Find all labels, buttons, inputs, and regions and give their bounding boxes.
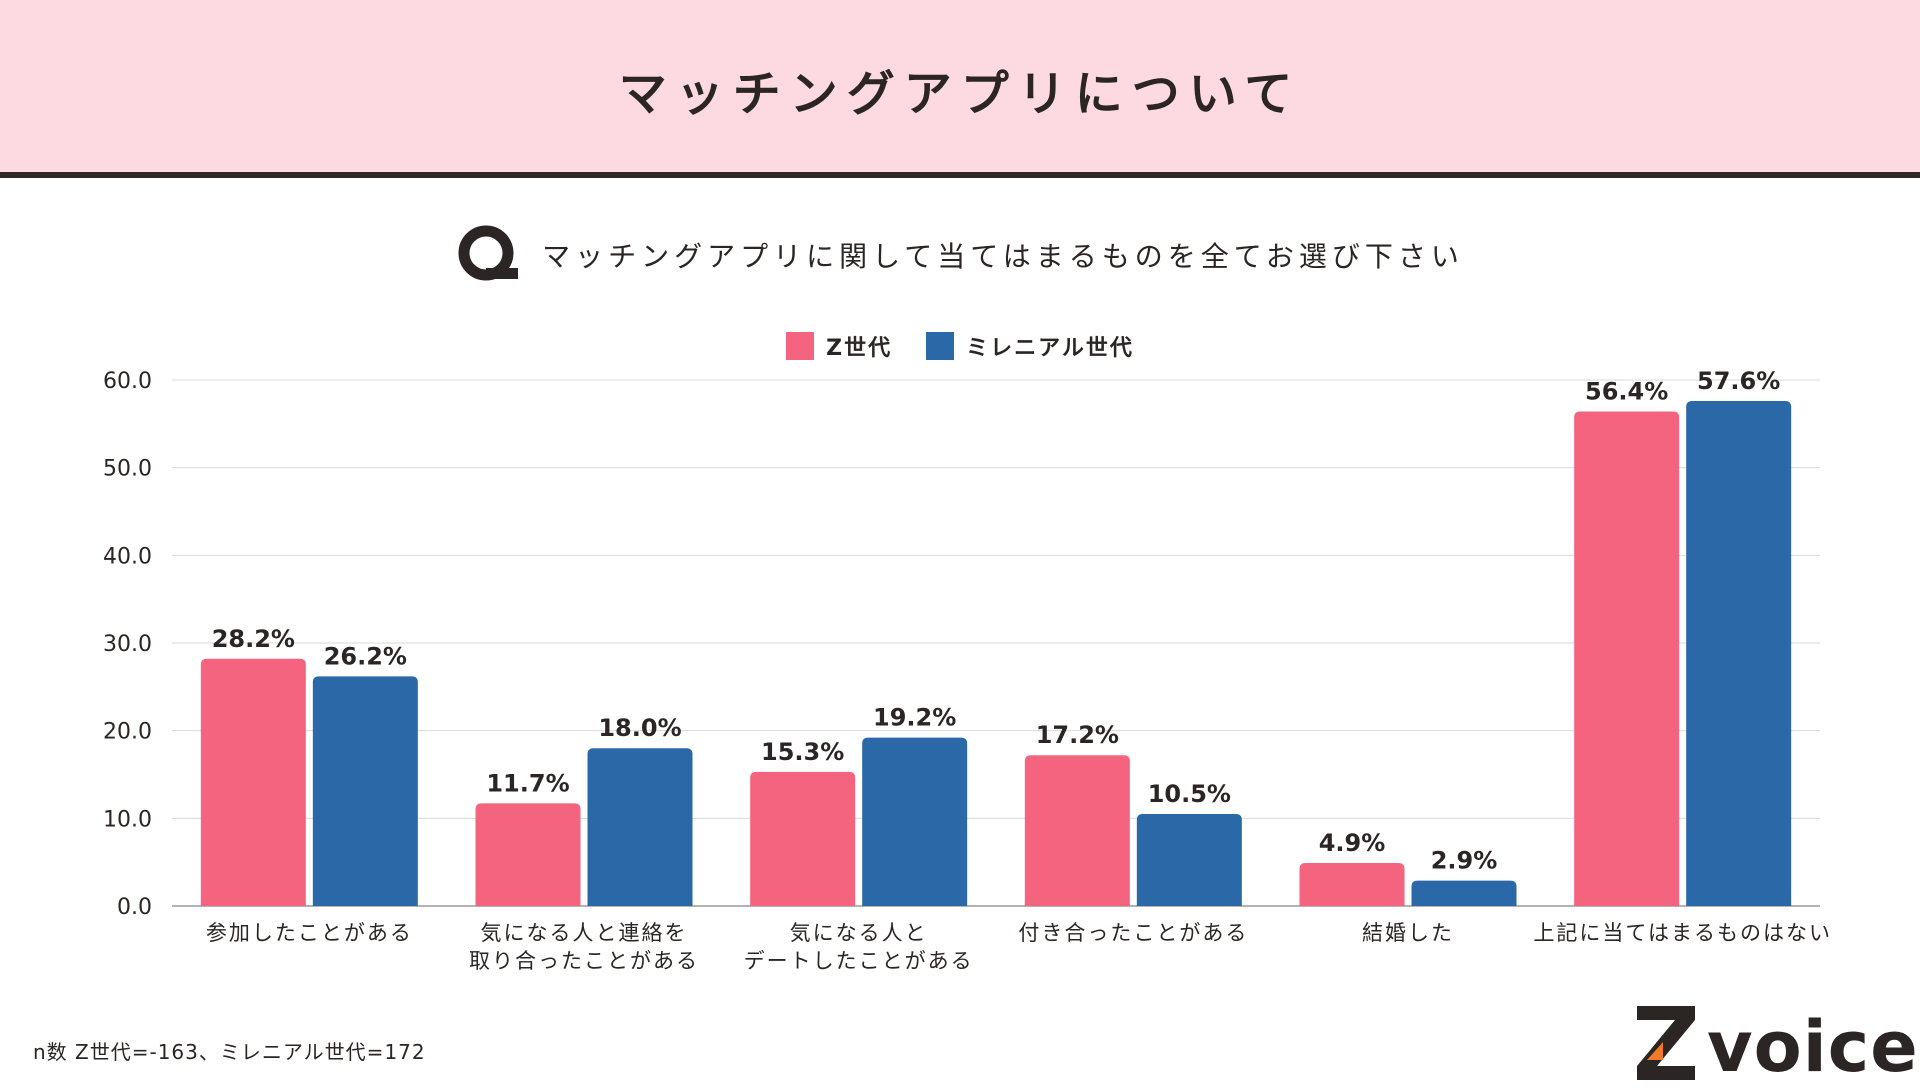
data-label: 10.5% (1148, 780, 1231, 808)
bar (1136, 813, 1242, 906)
bar (1411, 880, 1517, 906)
y-tick-label: 20.0 (103, 720, 152, 745)
bar (1574, 411, 1680, 906)
data-label: 17.2% (1036, 721, 1119, 749)
x-category-label: 結婚した (1362, 921, 1454, 945)
header-banner: マッチングアプリについて (0, 0, 1920, 178)
x-category-label: デートしたことがある (744, 949, 974, 973)
bar-chart: 0.0 10.0 20.0 30.0 40.0 50.0 60.0 28.2% 26.2% 参加し… (103, 367, 1832, 973)
question-row: マッチングアプリに関して当てはまるものを全てお選び下さい (0, 220, 1920, 290)
legend-label-millennial: ミレニアル世代 (966, 336, 1134, 361)
bar (1686, 401, 1792, 906)
legend-item-millennial: ミレニアル世代 (926, 330, 1134, 362)
data-label: 11.7% (486, 769, 569, 797)
question-text: マッチングアプリに関して当てはまるものを全てお選び下さい (542, 240, 1464, 273)
logo-text: voice (1707, 1006, 1919, 1088)
y-tick-label: 0.0 (117, 895, 152, 920)
data-label: 2.9% (1431, 847, 1498, 875)
legend-swatch-gen-z (786, 332, 815, 360)
data-label: 56.4% (1585, 378, 1668, 406)
bar (750, 771, 856, 906)
bar (312, 676, 418, 906)
page-title: マッチングアプリについて (618, 66, 1302, 122)
bar (587, 748, 693, 906)
y-tick-label: 40.0 (103, 544, 152, 569)
bar (1024, 755, 1130, 906)
data-label: 18.0% (598, 714, 681, 742)
x-category-label: 取り合ったことがある (469, 949, 699, 973)
legend-label-gen-z: Z世代 (826, 336, 893, 361)
data-label: 15.3% (761, 738, 844, 766)
legend-swatch-millennial (926, 332, 955, 360)
zvoice-logo: voice (1635, 998, 1920, 1082)
z-logo-icon (1637, 1006, 1695, 1080)
x-category-label: 気になる人と連絡を (481, 921, 688, 945)
sample-size-note: n数 Z世代=-163、ミレニアル世代=172 (33, 1040, 426, 1064)
x-category-label: 付き合ったことがある (1018, 921, 1248, 945)
x-category-label: 参加したことがある (206, 921, 413, 945)
data-label: 28.2% (212, 625, 295, 653)
chart-legend: Z世代 ミレニアル世代 (0, 328, 1920, 364)
bar (475, 803, 581, 906)
data-label: 57.6% (1697, 367, 1780, 395)
bar (1299, 863, 1405, 906)
data-label: 4.9% (1319, 829, 1386, 857)
bar (200, 658, 306, 906)
q-icon (458, 225, 519, 281)
y-tick-label: 10.0 (103, 807, 152, 832)
data-label: 19.2% (873, 704, 956, 732)
y-tick-label: 50.0 (103, 457, 152, 482)
x-category-label: 上記に当てはまるものはない (1533, 921, 1832, 945)
x-category-label: 気になる人と (790, 921, 928, 945)
y-tick-label: 30.0 (103, 632, 152, 657)
legend-item-gen-z: Z世代 (786, 330, 892, 362)
bar (862, 737, 968, 906)
y-tick-label: 60.0 (103, 369, 152, 394)
data-label: 26.2% (324, 642, 407, 670)
